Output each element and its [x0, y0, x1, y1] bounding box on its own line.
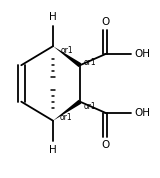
Text: O: O — [101, 17, 109, 27]
Text: O: O — [101, 140, 109, 150]
Text: H: H — [49, 145, 57, 155]
Polygon shape — [53, 46, 81, 67]
Text: H: H — [49, 12, 57, 22]
Text: or1: or1 — [61, 46, 74, 55]
Text: or1: or1 — [83, 102, 96, 111]
Text: OH: OH — [134, 108, 150, 118]
Text: or1: or1 — [83, 57, 96, 67]
Text: or1: or1 — [59, 113, 72, 122]
Text: OH: OH — [134, 49, 150, 59]
Polygon shape — [53, 100, 81, 121]
